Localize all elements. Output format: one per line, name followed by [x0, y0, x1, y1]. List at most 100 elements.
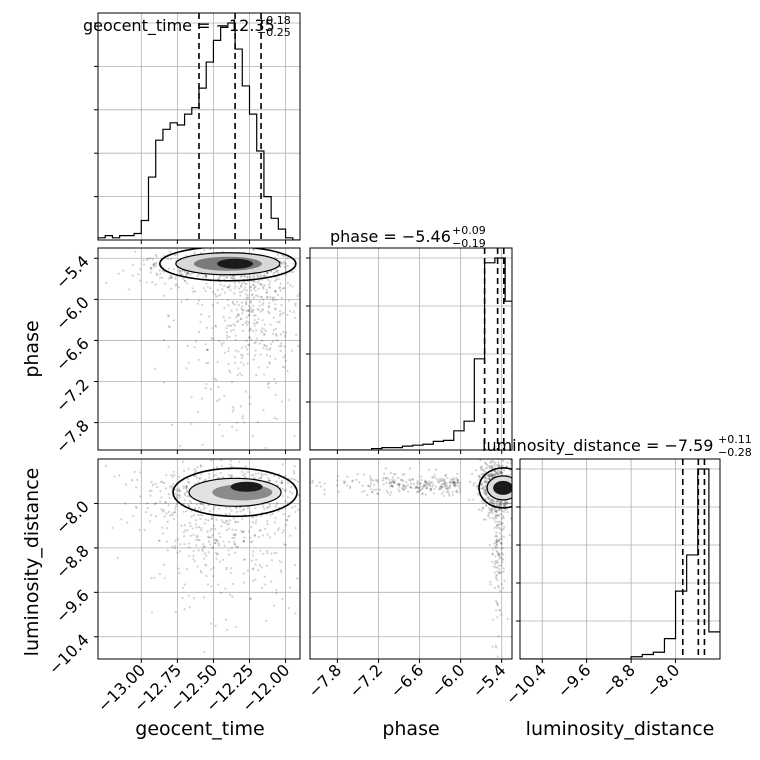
sample-point: [252, 280, 255, 283]
sample-point: [500, 547, 503, 550]
sample-point: [116, 556, 119, 560]
sample-point: [493, 463, 496, 467]
sample-point: [315, 493, 317, 495]
sample-point: [118, 474, 121, 477]
sample-point: [243, 581, 246, 584]
sample-point: [484, 477, 487, 480]
sample-point: [279, 569, 282, 572]
sample-point: [167, 504, 170, 507]
sample-point: [484, 475, 487, 478]
sample-point: [146, 507, 149, 510]
sample-point: [456, 480, 460, 483]
sample-point: [502, 567, 505, 570]
sample-point: [240, 529, 243, 533]
sample-point: [150, 513, 153, 517]
sample-point: [168, 496, 171, 500]
sample-point: [227, 362, 230, 366]
sample-point: [242, 540, 246, 543]
sample-point: [211, 534, 214, 537]
sample-point: [162, 509, 165, 512]
sample-point: [255, 337, 258, 340]
sample-point: [488, 516, 491, 519]
sample-point: [444, 485, 447, 488]
sample-point: [226, 628, 229, 631]
sample-point: [202, 504, 205, 507]
sample-point: [449, 481, 453, 485]
sample-point: [292, 310, 295, 314]
sample-point: [138, 495, 142, 498]
sample-point: [286, 501, 289, 504]
sample-point: [452, 477, 455, 480]
sample-point: [149, 271, 152, 274]
sample-point: [278, 560, 281, 563]
sample-point: [207, 540, 211, 543]
sample-point: [262, 274, 265, 278]
sample-point: [249, 275, 252, 279]
sample-point: [502, 503, 505, 506]
sample-point: [194, 474, 198, 477]
sample-point: [185, 485, 188, 488]
sample-point: [389, 493, 392, 497]
sample-point: [491, 499, 494, 502]
sample-point: [494, 545, 497, 548]
sample-point: [398, 483, 401, 486]
sample-point: [191, 287, 194, 290]
sample-point: [233, 536, 236, 539]
sample-point: [254, 507, 257, 510]
sample-point: [105, 281, 108, 284]
sample-point: [382, 476, 385, 480]
contour-level: [478, 467, 512, 509]
sample-point: [158, 540, 161, 543]
sample-point: [225, 519, 228, 523]
sample-point: [441, 480, 444, 483]
sample-point: [155, 274, 159, 277]
x-tick-label: −8.8: [598, 660, 639, 701]
sample-point: [174, 277, 177, 280]
sample-point: [210, 585, 213, 588]
sample-point: [231, 410, 234, 413]
sample-point: [187, 495, 191, 498]
sample-point: [243, 275, 246, 278]
sample-point: [162, 381, 166, 384]
sample-point: [254, 289, 257, 292]
sample-point: [265, 271, 268, 274]
sample-point: [278, 320, 281, 323]
sample-point: [497, 509, 500, 512]
sample-point: [258, 564, 261, 567]
sample-point: [497, 539, 500, 542]
sample-point: [434, 485, 438, 488]
sample-point: [228, 335, 231, 339]
sample-point: [273, 521, 276, 524]
sample-point: [205, 282, 208, 285]
sample-point: [126, 521, 129, 524]
sample-point: [283, 354, 286, 357]
sample-point: [133, 470, 136, 473]
sample-point: [260, 329, 263, 332]
sample-point: [293, 472, 296, 475]
sample-point: [244, 286, 247, 289]
sample-point: [497, 586, 500, 589]
sample-point: [425, 481, 428, 484]
sample-point: [473, 481, 476, 485]
y-tick-label: −9.6: [52, 586, 93, 627]
sample-point: [335, 484, 339, 487]
sample-point: [215, 557, 218, 560]
sample-point: [484, 490, 487, 494]
sample-point: [448, 480, 452, 483]
sample-point: [413, 487, 417, 490]
sample-point: [190, 515, 193, 518]
sample-point: [154, 367, 157, 370]
sample-point: [251, 540, 254, 543]
sample-point: [233, 355, 236, 359]
sample-point: [496, 604, 499, 607]
sample-point: [432, 492, 436, 495]
sample-point: [500, 500, 504, 504]
sample-point: [265, 348, 269, 351]
sample-point: [212, 337, 215, 341]
sample-point: [438, 487, 441, 490]
sample-point: [492, 473, 495, 476]
sample-point: [261, 331, 264, 334]
sample-point: [184, 271, 187, 274]
sample-point: [278, 286, 282, 289]
